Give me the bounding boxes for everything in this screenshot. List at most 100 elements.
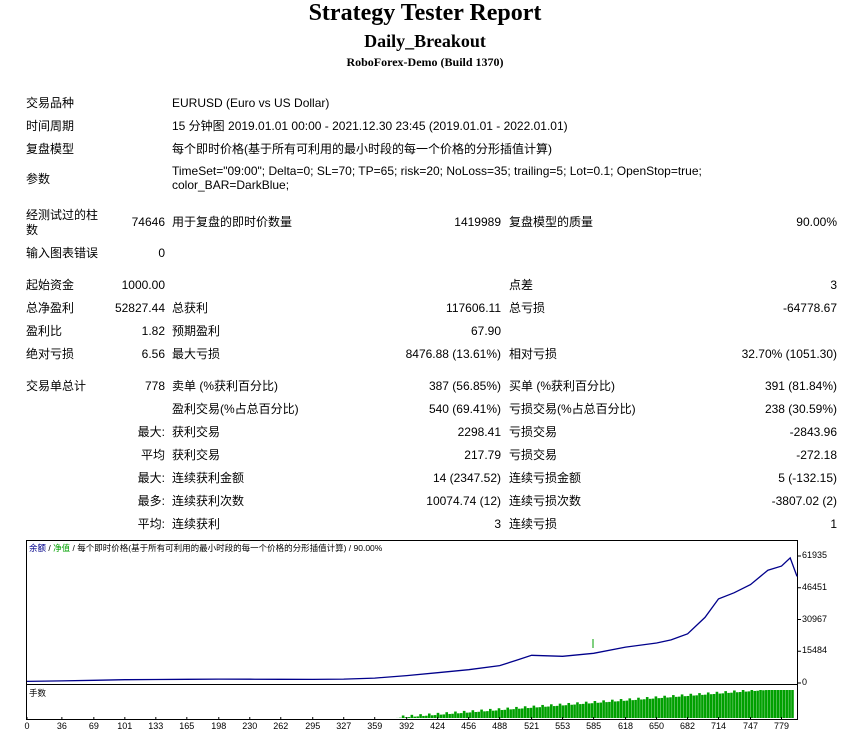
lots-bar <box>733 690 736 718</box>
lots-bar <box>724 691 727 718</box>
lots-bar <box>567 702 571 718</box>
chart-gridlines <box>26 555 801 720</box>
y-tick-label: 61935 <box>802 550 828 560</box>
errors-label: 输入图表错误 <box>26 246 99 260</box>
average-loss-value: -272.18 <box>796 448 837 462</box>
x-tick-label: 295 <box>305 721 321 731</box>
report-title: Strategy Tester Report <box>308 0 542 26</box>
max-consecutive-loss-label: 连续亏损次数 <box>509 494 582 508</box>
x-tick-label: 262 <box>273 721 289 731</box>
lots-bar <box>413 716 417 718</box>
lots-bar <box>550 704 553 718</box>
x-tick-label: 456 <box>461 721 477 731</box>
lots-bar <box>608 701 611 718</box>
lots-bars <box>396 690 794 718</box>
lots-bar <box>634 699 637 718</box>
lots-bar <box>486 711 489 718</box>
x-tick-label: 392 <box>399 721 415 731</box>
lots-bar <box>483 711 486 718</box>
most-prefix: 最多: <box>137 494 165 508</box>
lots-bar <box>442 714 446 718</box>
lots-bar <box>474 712 478 718</box>
lots-bar <box>779 690 783 718</box>
lots-bar <box>581 703 585 718</box>
average-consecutive-prefix: 平均: <box>137 517 165 531</box>
largest-loss-label: 亏损交易 <box>509 425 558 439</box>
lots-bar <box>631 700 634 718</box>
lots-bar <box>715 691 719 718</box>
max-consecutive-profit-label: 连续获利次数 <box>172 494 245 508</box>
lots-bar <box>459 713 463 718</box>
relative-drawdown-label: 相对亏损 <box>509 347 558 361</box>
max-consecutive-profit-value: 10074.74 (12) <box>426 494 501 508</box>
lots-bar <box>520 708 524 718</box>
x-tick-label: 198 <box>211 721 227 731</box>
lots-bar <box>587 703 591 718</box>
gross-loss-label: 总亏损 <box>509 301 546 315</box>
deposit-value: 1000.00 <box>121 278 165 292</box>
lots-bar <box>497 708 501 718</box>
legend-equity: 净值 <box>53 543 71 553</box>
lots-bar <box>741 690 745 718</box>
lots-bar <box>445 712 449 718</box>
lots-bar <box>471 710 475 718</box>
profit-trades-label: 盈利交易(%占总百分比) <box>172 402 299 416</box>
short-positions-value: 387 (56.85%) <box>428 379 501 393</box>
symbol-value: EURUSD (Euro vs US Dollar) <box>172 96 330 110</box>
maximum-prefix: 最大: <box>137 471 165 485</box>
x-tick-label: 553 <box>555 721 571 731</box>
x-tick-label: 488 <box>492 721 508 731</box>
ticks-value: 1419989 <box>454 215 501 229</box>
lots-bar <box>651 698 655 718</box>
lots-bar <box>613 701 617 718</box>
lots-bar <box>535 707 539 718</box>
model-value: 每个即时价格(基于所有可利用的最小时段的每一个价格的分形插值计算) <box>172 142 552 156</box>
x-tick-label: 165 <box>179 721 195 731</box>
lots-bar <box>704 694 707 718</box>
lots-bar <box>576 702 579 718</box>
lots-bar <box>457 713 460 718</box>
lots-bar <box>669 697 672 718</box>
lots-bar <box>564 705 568 718</box>
x-tick-label: 424 <box>430 721 446 731</box>
balance-series-line <box>26 556 798 683</box>
symbol-label: 交易品种 <box>26 96 75 110</box>
lots-bar <box>657 698 661 718</box>
lots-bar <box>436 712 440 718</box>
x-tick-label: 618 <box>618 721 634 731</box>
lots-bar <box>599 702 603 718</box>
ticks-label: 用于复盘的即时价数量 <box>172 215 293 229</box>
lots-bar <box>689 693 693 718</box>
lots-bar <box>468 712 472 718</box>
lots-bar <box>663 695 666 718</box>
period-value: 15 分钟图 2019.01.01 00:00 - 2021.12.30 23:… <box>172 119 568 133</box>
lots-bar <box>541 704 544 718</box>
lots-bar <box>672 695 675 718</box>
lots-bar <box>410 714 414 718</box>
profit-factor-label: 盈利比 <box>26 324 63 338</box>
lots-bar <box>503 709 507 718</box>
max-consecutive-wins-value: 14 (2347.52) <box>432 471 501 485</box>
lots-bar <box>570 704 573 718</box>
avg-consecutive-losses-value: 1 <box>830 517 837 531</box>
long-positions-label: 买单 (%获利百分比) <box>509 379 615 393</box>
lots-bar <box>451 713 454 718</box>
total-trades-value: 778 <box>144 379 165 393</box>
lots-bar <box>611 699 614 718</box>
lots-bar <box>518 708 521 718</box>
max-consecutive-losses-value: 5 (-132.15) <box>778 471 837 485</box>
lots-bar <box>616 701 620 718</box>
quality-value: 90.00% <box>796 215 837 229</box>
lots-bar <box>552 706 556 718</box>
lots-bar <box>579 704 582 718</box>
lots-bar <box>718 693 722 718</box>
lots-bar <box>480 709 483 718</box>
lots-bar <box>744 691 748 718</box>
lots-bar <box>555 705 559 718</box>
lots-bar <box>648 698 652 718</box>
lots-bar <box>512 709 515 718</box>
x-tick-label: 36 <box>56 721 67 731</box>
total-trades-label: 交易单总计 <box>26 379 87 393</box>
x-tick-label: 0 <box>24 721 30 731</box>
